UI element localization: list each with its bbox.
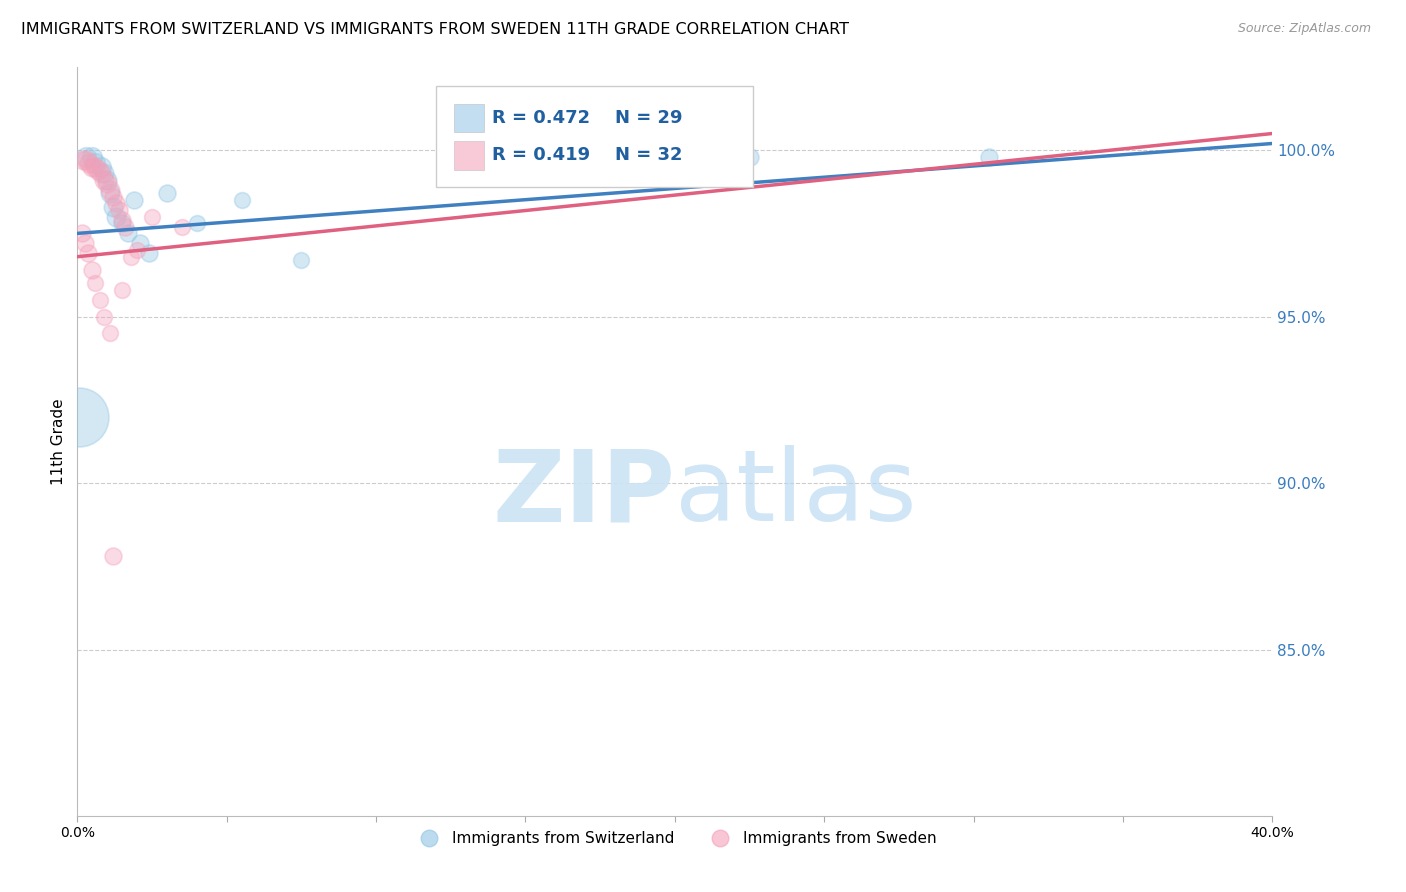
Point [93, 166, 115, 180]
Text: atlas: atlas [675, 445, 917, 542]
Point [111, 216, 134, 230]
Point [111, 213, 134, 227]
Point [111, 283, 134, 297]
Point [84, 156, 107, 170]
Point [619, 150, 641, 164]
Text: 40.0%: 40.0% [1250, 826, 1295, 840]
Point [75, 150, 97, 164]
Point [98, 186, 121, 201]
FancyBboxPatch shape [436, 86, 752, 186]
Point [76, 246, 98, 260]
Text: ZIP: ZIP [492, 445, 675, 542]
Point [82, 150, 104, 164]
Point [170, 219, 193, 234]
Legend: Immigrants from Switzerland, Immigrants from Sweden: Immigrants from Switzerland, Immigrants … [408, 825, 942, 852]
Text: N = 29: N = 29 [616, 109, 683, 127]
Point [90, 160, 112, 174]
Point [108, 203, 131, 218]
Point [122, 193, 145, 207]
Point [290, 253, 312, 268]
Point [117, 227, 139, 241]
Point [499, 153, 522, 168]
Point [127, 243, 149, 257]
Bar [454, 141, 484, 169]
Point [93, 310, 115, 324]
Point [79, 156, 101, 170]
Point [120, 250, 142, 264]
Point [619, 150, 641, 164]
Point [103, 200, 124, 214]
Text: IMMIGRANTS FROM SWITZERLAND VS IMMIGRANTS FROM SWEDEN 11TH GRADE CORRELATION CHA: IMMIGRANTS FROM SWITZERLAND VS IMMIGRANT… [21, 22, 849, 37]
Point [738, 150, 761, 164]
Point [84, 277, 107, 291]
Point [90, 166, 112, 180]
Point [114, 219, 136, 234]
Text: 0.0%: 0.0% [60, 826, 94, 840]
Point [89, 293, 111, 307]
Point [75, 153, 97, 168]
Text: R = 0.419: R = 0.419 [492, 146, 591, 164]
Point [96, 177, 118, 191]
Text: Source: ZipAtlas.com: Source: ZipAtlas.com [1237, 22, 1371, 36]
Point [98, 326, 121, 341]
Point [141, 210, 163, 224]
Point [93, 173, 115, 187]
Point [105, 210, 128, 224]
Bar [454, 103, 484, 132]
Text: N = 32: N = 32 [616, 146, 683, 164]
Point [138, 246, 160, 260]
Point [977, 150, 1000, 164]
Point [82, 160, 104, 174]
Point [105, 196, 128, 211]
Point [87, 163, 110, 178]
Text: R = 0.472: R = 0.472 [492, 109, 591, 127]
Point [129, 236, 152, 251]
Point [231, 193, 253, 207]
Point [485, 150, 508, 164]
Y-axis label: 11th Grade: 11th Grade [51, 398, 66, 485]
Point [103, 190, 124, 204]
Point [98, 183, 121, 197]
Point [72, 153, 94, 168]
Point [84, 160, 107, 174]
Point [724, 153, 747, 168]
Point [156, 186, 179, 201]
Point [186, 216, 208, 230]
Point [70, 227, 93, 241]
Point [73, 236, 96, 251]
Point [103, 549, 124, 564]
Point [82, 263, 104, 277]
Point [96, 173, 118, 187]
Point [67, 409, 90, 424]
